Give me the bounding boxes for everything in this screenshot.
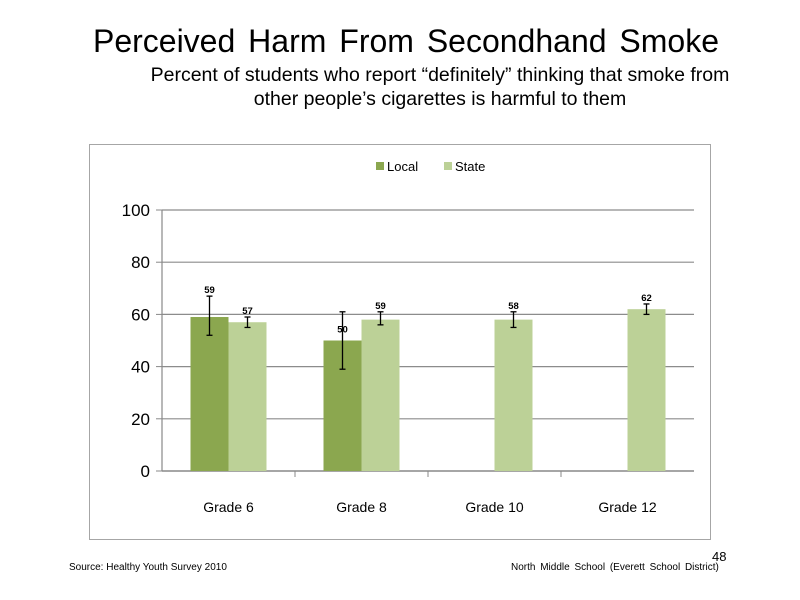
data-label: 59 bbox=[204, 285, 215, 296]
x-tick-label: Grade 10 bbox=[465, 499, 524, 515]
legend-label: Local bbox=[387, 159, 418, 174]
x-tick-label: Grade 8 bbox=[336, 499, 387, 515]
data-label: 59 bbox=[375, 301, 386, 312]
y-tick-label: 80 bbox=[131, 253, 150, 272]
chart-subtitle: Percent of students who report “definite… bbox=[70, 63, 800, 111]
bar bbox=[361, 319, 400, 471]
school-name: North Middle School (Everett School Dist… bbox=[511, 562, 719, 573]
data-label: 57 bbox=[242, 306, 253, 317]
data-label: 50 bbox=[337, 325, 348, 336]
x-tick-label: Grade 6 bbox=[203, 499, 254, 515]
data-label: 62 bbox=[641, 293, 652, 304]
data-label: 58 bbox=[508, 301, 519, 312]
y-tick-label: 20 bbox=[131, 410, 150, 429]
bar bbox=[190, 317, 229, 471]
legend-swatch bbox=[444, 162, 452, 170]
y-tick-label: 100 bbox=[122, 201, 150, 220]
bar bbox=[494, 319, 533, 471]
legend-label: State bbox=[455, 159, 485, 174]
x-tick-label: Grade 12 bbox=[598, 499, 657, 515]
chart-frame bbox=[89, 144, 711, 540]
y-tick-label: 60 bbox=[131, 305, 150, 324]
subtitle-line-1: Percent of students who report “definite… bbox=[150, 64, 730, 86]
y-tick-label: 0 bbox=[141, 462, 150, 481]
y-tick-label: 40 bbox=[131, 358, 150, 377]
source-note: Source: Healthy Youth Survey 2010 bbox=[69, 562, 227, 573]
chart-title: Perceived Harm From Secondhand Smoke bbox=[92, 23, 720, 59]
subtitle-line-2: other people’s cigarettes is harmful to … bbox=[253, 88, 627, 110]
bar bbox=[627, 309, 666, 471]
legend-swatch bbox=[376, 162, 384, 170]
bar bbox=[228, 322, 267, 471]
page-number: 48 bbox=[712, 549, 727, 564]
